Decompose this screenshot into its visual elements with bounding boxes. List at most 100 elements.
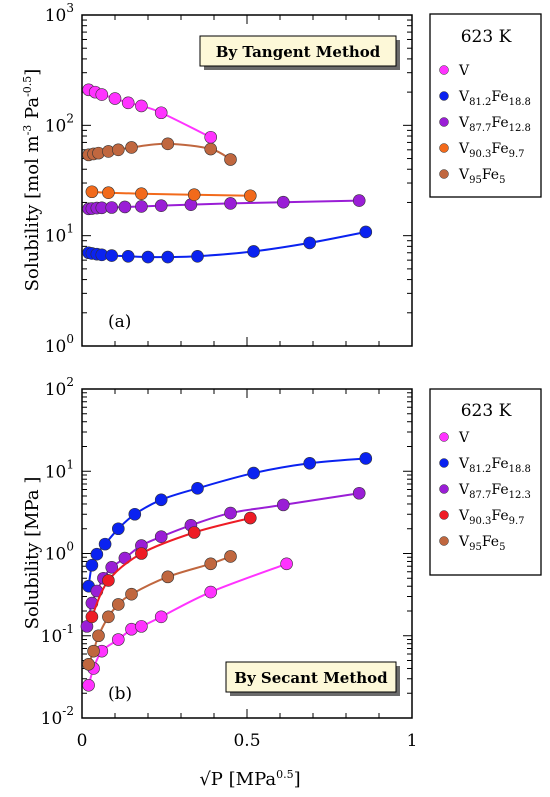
data-point [224, 550, 237, 563]
legend-marker [439, 432, 449, 442]
legend-marker [439, 65, 449, 75]
panel-label: (b) [108, 684, 132, 704]
data-point [204, 142, 217, 156]
panel-a-y-axis-title: Solubility [mol m-3 Pa-0.5] [21, 69, 43, 292]
legend-entry: V81.2Fe18.8 [458, 456, 531, 475]
data-point [191, 482, 204, 495]
y-tick-label: 102 [45, 111, 74, 136]
data-point [112, 633, 125, 646]
y-tick-label: 10-2 [41, 704, 74, 729]
data-point [90, 547, 104, 561]
x-tick-label: 0 [77, 731, 88, 751]
data-point [303, 236, 317, 250]
legend-entry: V87.7Fe12.3 [458, 482, 531, 501]
legend-entry: V81.2Fe18.8 [458, 89, 531, 108]
legend-marker [439, 458, 449, 468]
data-point [128, 507, 142, 521]
data-point [303, 456, 317, 470]
panel-b-x-axis-title: √P [MPa0.5] [199, 768, 300, 790]
data-point [204, 585, 217, 599]
legend-marker [439, 484, 449, 494]
data-point [280, 557, 293, 571]
data-point [135, 200, 148, 213]
legend-entry: V95Fe5 [458, 167, 505, 186]
data-point [359, 452, 373, 465]
x-tick-label: 0.5 [233, 731, 260, 751]
data-point [105, 560, 118, 574]
x-tick-label: 1 [407, 731, 418, 751]
data-point [224, 506, 237, 520]
data-point [112, 522, 125, 536]
legend-entry: V95Fe5 [458, 534, 505, 553]
data-point [276, 195, 290, 209]
data-point [121, 96, 135, 110]
data-point [247, 245, 260, 258]
data-point [105, 201, 118, 214]
panel-b-y-tick-labels: 10-2 10-1 100 101 102 [41, 375, 74, 729]
data-point [204, 130, 217, 144]
data-point [118, 200, 132, 214]
data-point [204, 557, 217, 571]
y-tick-label: 10-1 [41, 622, 74, 647]
data-point [244, 511, 257, 525]
data-point [87, 644, 100, 658]
legend-marker [439, 91, 449, 101]
legend-title: 623 K [461, 27, 512, 47]
data-point [224, 197, 237, 210]
panel-label: (a) [108, 312, 131, 332]
data-point [121, 250, 135, 263]
legend-marker [439, 169, 449, 179]
data-point [85, 558, 99, 572]
data-point [112, 143, 125, 157]
legend-entry: V90.3Fe9.7 [458, 508, 525, 527]
legend-entry: V90.3Fe9.7 [458, 141, 525, 160]
data-point [102, 574, 115, 587]
legend-entry: V [458, 430, 470, 446]
data-point [154, 530, 168, 544]
panel-a-method-box: By Tangent Method [199, 35, 400, 70]
data-point [247, 466, 260, 480]
method-box-bg [199, 35, 397, 67]
data-point [352, 194, 366, 207]
y-tick-label: 101 [45, 457, 74, 482]
data-point [95, 88, 109, 101]
data-point [85, 185, 99, 199]
panel-a-series [82, 83, 373, 264]
data-point [135, 620, 148, 633]
panel-b-series [80, 452, 373, 692]
legend-frame [429, 13, 542, 198]
legend-marker [439, 117, 449, 127]
data-point [191, 250, 204, 263]
panel-b-y-axis-title: Solubility [MPa ] [22, 477, 43, 630]
panel-a-legend: 623 K V V81.2Fe18.8 V87.7Fe12.8 V90.3Fe9.7 V… [429, 13, 542, 198]
legend-frame [429, 388, 542, 576]
data-point [141, 250, 155, 264]
panel-b-x-tick-labels: 0 0.5 1 [77, 731, 418, 751]
panel-a: 100 101 102 103 Solubility [mol m-3 Pa-0.5]… [21, 1, 542, 357]
data-point [187, 526, 201, 539]
data-point [85, 610, 99, 624]
data-point [154, 106, 168, 120]
data-point [102, 610, 115, 624]
data-point [125, 587, 138, 601]
data-point [108, 92, 122, 105]
data-point [102, 186, 115, 200]
data-point [359, 225, 373, 239]
data-point [187, 188, 201, 202]
legend-marker [439, 536, 449, 546]
data-point [125, 141, 138, 154]
y-tick-label: 100 [45, 540, 74, 565]
data-point [105, 249, 118, 262]
panel-b-method-box: By Secant Method [225, 661, 400, 696]
method-label: By Tangent Method [216, 43, 381, 61]
series-line [87, 457, 366, 587]
data-point [112, 598, 125, 611]
data-point [276, 498, 290, 512]
y-tick-label: 103 [45, 1, 74, 26]
panel-b-ticks [82, 389, 412, 718]
panel-a-y-tick-labels: 100 101 102 103 [45, 1, 74, 357]
data-point [154, 610, 168, 624]
data-point [135, 99, 148, 113]
